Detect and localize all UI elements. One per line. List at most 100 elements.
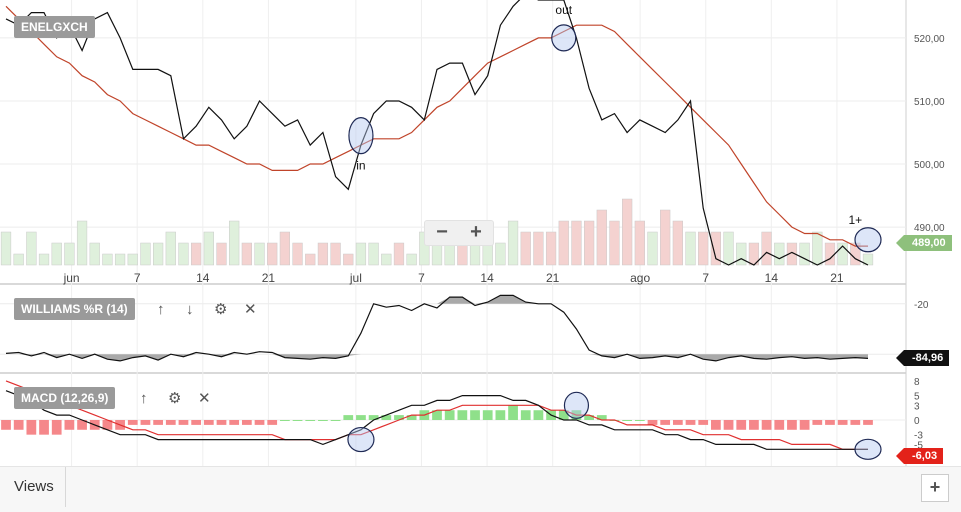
macd-histogram-bar bbox=[647, 420, 658, 425]
volume-bar bbox=[51, 242, 62, 266]
volume-bar bbox=[622, 198, 633, 266]
volume-bar bbox=[203, 231, 214, 266]
macd-histogram-bar bbox=[102, 420, 113, 430]
macd-histogram-bar bbox=[495, 410, 506, 420]
volume-bar bbox=[216, 242, 227, 266]
macd-histogram-bar bbox=[863, 420, 873, 425]
x-tick-label: 21 bbox=[546, 271, 560, 285]
macd-tick-label: -5 bbox=[914, 440, 923, 451]
volume-bar bbox=[672, 220, 683, 266]
macd-histogram-bar bbox=[39, 420, 49, 435]
zoom-in-button[interactable]: + bbox=[470, 221, 482, 243]
williams-panel-label[interactable]: WILLIAMS %R (14) bbox=[14, 298, 135, 320]
volume-bar bbox=[0, 231, 12, 266]
oversold-shading bbox=[6, 354, 868, 361]
macd-histogram-bar bbox=[736, 420, 747, 430]
macd-value-badge: -6,03 bbox=[904, 448, 944, 464]
macd-tick-label: 8 bbox=[914, 377, 920, 388]
macd-line bbox=[5, 390, 868, 450]
zoom-control: − + bbox=[424, 220, 494, 246]
signal-marker bbox=[563, 391, 590, 419]
volume-bar bbox=[647, 231, 658, 266]
price-tick-label: 500,00 bbox=[914, 160, 945, 171]
x-tick-label: ago bbox=[630, 271, 650, 285]
close-icon[interactable]: ✕ bbox=[244, 301, 257, 318]
gear-icon[interactable]: ⚙ bbox=[214, 301, 228, 318]
volume-bar bbox=[786, 242, 798, 266]
macd-histogram-bar bbox=[368, 415, 379, 420]
gear-icon[interactable]: ⚙ bbox=[168, 390, 182, 407]
volume-bar bbox=[723, 231, 734, 266]
volume-bar bbox=[76, 220, 88, 266]
views-tab[interactable]: Views bbox=[0, 467, 66, 507]
last-price-badge: 489,00 bbox=[904, 235, 952, 251]
x-tick-label: 21 bbox=[262, 271, 276, 285]
volume-bar bbox=[495, 242, 506, 266]
macd-histogram-bar bbox=[698, 420, 709, 425]
macd-panel-label[interactable]: MACD (12,26,9) bbox=[14, 387, 116, 409]
volume-bar bbox=[254, 242, 265, 266]
macd-tick-label: -3 bbox=[914, 431, 923, 442]
x-tick-label: 14 bbox=[480, 271, 494, 285]
volume-bar bbox=[774, 242, 785, 266]
macd-histogram-bar bbox=[1, 420, 11, 430]
macd-histogram-bar bbox=[64, 420, 75, 430]
price-tick-label: 490,00 bbox=[914, 223, 945, 234]
macd-histogram-bar bbox=[482, 410, 493, 420]
macd-histogram-bar bbox=[685, 420, 696, 425]
macd-histogram-bar bbox=[444, 410, 455, 420]
volume-bar bbox=[267, 242, 278, 266]
macd-histogram-bar bbox=[267, 420, 278, 425]
macd-histogram-bar bbox=[774, 420, 785, 430]
macd-histogram-bar bbox=[216, 420, 227, 425]
macd-histogram-bar bbox=[292, 420, 303, 421]
volume-bar bbox=[292, 242, 303, 266]
volume-bar bbox=[178, 242, 189, 266]
signal-marker bbox=[854, 438, 882, 460]
volume-bar bbox=[583, 220, 595, 266]
macd-histogram-bar bbox=[825, 420, 835, 425]
volume-bar bbox=[152, 242, 164, 266]
macd-histogram-bar bbox=[799, 420, 810, 430]
volume-bar bbox=[38, 253, 50, 266]
macd-histogram-bar bbox=[305, 420, 316, 421]
price-panel-label[interactable]: ENELGXCH bbox=[14, 16, 95, 38]
footer-bar: Views + bbox=[0, 466, 961, 512]
volume-bar bbox=[381, 253, 392, 266]
volume-bar bbox=[140, 242, 151, 266]
williams-series bbox=[5, 294, 869, 362]
macd-histogram-bar bbox=[51, 420, 62, 435]
x-tick-label: jun bbox=[63, 271, 80, 285]
macd-histogram-bar bbox=[13, 420, 24, 430]
macd-histogram-bar bbox=[723, 420, 734, 430]
signal-markers: in out 1+ bbox=[347, 3, 882, 460]
volume-bar bbox=[241, 242, 252, 266]
macd-histogram-bar bbox=[318, 420, 328, 421]
macd-histogram-bar bbox=[127, 420, 138, 425]
williams-value-badge: -84,96 bbox=[904, 350, 950, 366]
macd-histogram-bar bbox=[330, 420, 341, 421]
macd-histogram-bar bbox=[711, 420, 721, 430]
signal-annotation: 1+ bbox=[848, 213, 862, 227]
volume-bar bbox=[799, 242, 810, 266]
signal-marker bbox=[854, 227, 882, 253]
add-view-button[interactable]: + bbox=[921, 474, 949, 502]
arrow-up-icon[interactable]: ↑ bbox=[157, 301, 165, 318]
volume-bar bbox=[710, 231, 722, 266]
macd-histogram-bar bbox=[470, 410, 480, 420]
macd-histogram-bar bbox=[672, 420, 683, 425]
arrow-down-icon[interactable]: ↓ bbox=[186, 301, 194, 318]
price-tick-label: 510,00 bbox=[914, 97, 945, 108]
macd-histogram-bar bbox=[812, 420, 823, 425]
macd-histogram-bar bbox=[533, 410, 544, 420]
zoom-out-button[interactable]: − bbox=[436, 221, 448, 243]
axis-labels: 520,00 510,00 500,00 490,00 jun 7 14 21 jul 7 14 21… bbox=[63, 34, 945, 466]
macd-histogram-bar bbox=[850, 420, 861, 425]
arrow-up-icon[interactable]: ↑ bbox=[140, 390, 148, 407]
close-icon[interactable]: ✕ bbox=[198, 390, 211, 407]
macd-histogram-bar bbox=[254, 420, 265, 425]
macd-histogram-bar bbox=[140, 420, 151, 425]
macd-histogram-bar bbox=[229, 420, 240, 425]
volume-bar bbox=[305, 253, 316, 266]
volume-bar bbox=[571, 220, 582, 266]
